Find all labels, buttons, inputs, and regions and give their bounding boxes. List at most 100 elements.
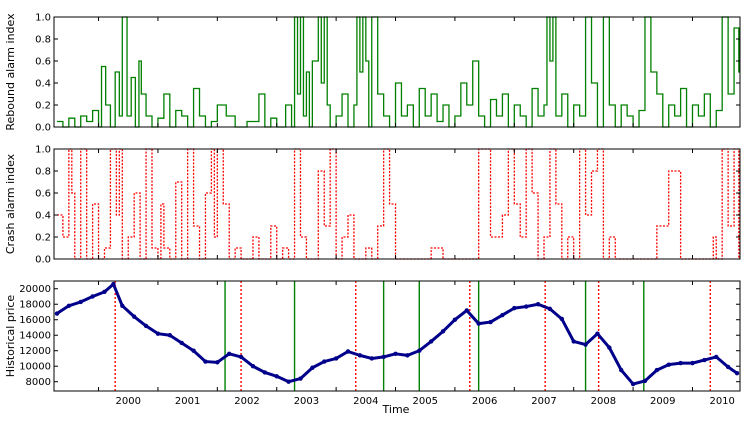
price-point <box>215 360 220 365</box>
price-point <box>333 356 339 361</box>
price-point <box>345 349 351 354</box>
price-point <box>690 360 695 366</box>
y-tick-label: 16000 <box>19 315 51 326</box>
y-axis-label: Rebound alarm index <box>4 13 17 131</box>
y-tick-label: 0.2 <box>35 101 51 112</box>
price-point <box>428 339 434 344</box>
y-tick-label: 18000 <box>19 300 51 311</box>
rebound-alarm-panel: 0.0 0.2 0.4 0.6 0.8 1.0 Rebound alarm index <box>4 13 741 134</box>
price-point <box>714 354 719 360</box>
x-tick-label: 2004 <box>353 396 378 407</box>
y-tick-label: 14000 <box>19 331 51 342</box>
price-point <box>357 353 363 358</box>
x-tick-label: 2005 <box>412 396 437 407</box>
price-point <box>405 353 410 358</box>
y-tick-label: 0.6 <box>35 189 51 200</box>
x-tick-label: 2009 <box>650 396 675 407</box>
y-tick-label: 0.8 <box>35 167 51 178</box>
price-point <box>488 319 493 325</box>
rebound-alarm-line <box>56 16 740 128</box>
price-point <box>238 354 244 360</box>
price-point <box>452 317 458 322</box>
price-point <box>286 379 291 384</box>
price-point <box>262 370 268 375</box>
y-tick-label: 0.2 <box>35 233 51 244</box>
price-point <box>523 304 529 309</box>
price-point <box>559 316 565 322</box>
price-point <box>571 339 576 344</box>
price-point <box>143 323 149 329</box>
x-tick-label: 2000 <box>116 396 141 407</box>
y-tick-label: 0.0 <box>35 255 51 266</box>
price-point <box>155 331 161 336</box>
plot-frame <box>53 148 741 260</box>
plot-frame <box>53 16 741 128</box>
price-point <box>535 302 541 307</box>
x-tick-label: 2002 <box>234 396 259 407</box>
price-point <box>440 329 446 334</box>
historical-price-panel: 8000 10000 12000 14000 16000 18000 20000 2000 20… <box>4 280 741 407</box>
price-point <box>607 345 612 350</box>
crash-alarm-line <box>56 148 740 260</box>
y-tick-label: 12000 <box>19 346 51 357</box>
price-point <box>500 312 505 318</box>
price-point <box>734 370 740 376</box>
price-point <box>66 303 72 308</box>
crash-alarm-panel: 0.0 0.2 0.4 0.6 0.8 1.0 Crash alarm index <box>4 145 741 266</box>
x-axis-label: Time <box>382 403 410 416</box>
price-point <box>227 351 232 357</box>
price-point <box>90 294 95 299</box>
price-point <box>203 359 208 364</box>
plot-frame <box>53 280 741 392</box>
price-point <box>131 314 137 319</box>
price-point <box>630 381 636 387</box>
price-point <box>298 376 303 381</box>
price-point <box>381 354 386 360</box>
x-tick-label: 2007 <box>531 396 556 407</box>
price-point <box>310 365 315 370</box>
price-point <box>120 303 125 308</box>
price-point <box>78 299 83 305</box>
price-point <box>102 289 107 295</box>
y-tick-label: 0.0 <box>35 123 51 134</box>
price-point <box>464 308 469 313</box>
y-tick-label: 0.6 <box>35 57 51 68</box>
price-point <box>322 359 327 364</box>
price-point <box>619 367 624 373</box>
price-point <box>702 357 707 363</box>
price-point <box>179 340 184 346</box>
price-point <box>595 331 600 336</box>
x-tick-label: 2008 <box>591 396 616 407</box>
price-point <box>191 348 196 353</box>
price-point <box>417 348 422 353</box>
price-point <box>583 342 588 347</box>
y-axis-label: Crash alarm index <box>4 153 17 254</box>
price-point <box>476 321 481 326</box>
y-tick-label: 8000 <box>26 377 51 388</box>
x-tick-label: 2010 <box>709 396 734 407</box>
x-tick-label: 2001 <box>175 396 200 407</box>
x-tick-label: 2003 <box>294 396 319 407</box>
price-point <box>111 281 116 287</box>
price-point <box>678 360 683 366</box>
price-point <box>725 364 731 370</box>
y-tick-label: 10000 <box>19 362 51 373</box>
price-point <box>274 374 279 379</box>
price-point <box>547 306 553 312</box>
x-tick-label: 2006 <box>472 396 497 407</box>
price-point <box>250 364 256 369</box>
y-tick-label: 0.8 <box>35 35 51 46</box>
y-tick-label: 0.4 <box>35 79 51 90</box>
price-point <box>512 305 517 311</box>
price-point <box>654 367 660 373</box>
price-point <box>666 362 671 367</box>
y-tick-label: 20000 <box>19 284 51 295</box>
price-point <box>393 351 398 357</box>
y-tick-label: 1.0 <box>35 13 51 24</box>
price-point <box>642 378 648 384</box>
price-point <box>167 333 173 338</box>
y-tick-label: 0.4 <box>35 211 51 222</box>
y-axis-label: Historical price <box>4 295 17 378</box>
price-point <box>369 356 374 361</box>
